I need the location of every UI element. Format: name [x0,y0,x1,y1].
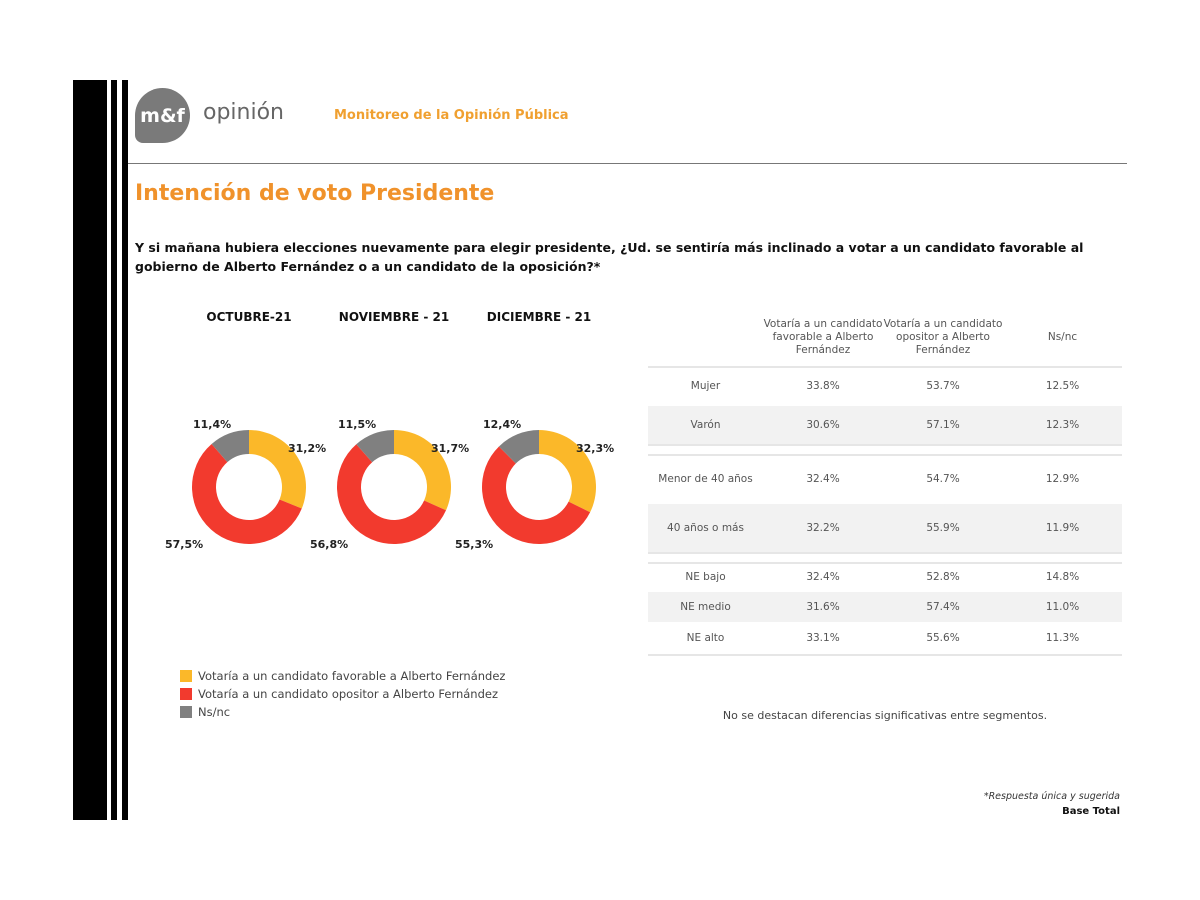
donut-charts: 31,2% 57,5% 11,4% 31,7% 56,8% 11,5% 32,3% 55,3%… [165,418,614,551]
legend-swatch [180,688,192,700]
cell-value: 12.3% [1045,419,1080,431]
data-label: 31,7% [431,442,469,455]
legend-swatch [180,670,192,682]
slice-nsnc [498,430,539,464]
header-subtitle: Monitoreo de la Opinión Pública [334,108,569,123]
divider [128,163,1127,164]
slice-nsnc [356,430,394,463]
table-row: Mujer 33.8% 53.7% 12.5% [648,367,1122,405]
row-separator [648,562,1122,564]
table-note: No se destacan diferencias significativa… [722,709,1048,722]
cell-value: 14.8% [1045,571,1080,583]
slice-favorable [394,430,451,511]
table-row: Varón 30.6% 57.1% 12.3% [648,406,1122,444]
legend-label: Ns/nc [198,705,231,719]
legend-label: Votaría a un candidato opositor a Albert… [198,687,499,701]
row-separator [648,366,1122,368]
slice-opositor [192,443,302,544]
column-header: Ns/nc [1047,331,1078,343]
base-label: Base Total [1062,806,1120,817]
data-label: 56,8% [310,538,348,551]
cell-value: 32.4% [806,473,840,485]
chart-title: NOVIEMBRE - 21 [338,310,450,324]
table-row: NE medio 31.6% 57.4% 11.0% [648,592,1122,622]
slice-favorable [249,430,307,509]
cell-value: 30.6% [806,419,840,431]
page-title: Intención de voto Presidente [135,181,495,206]
cell-value: 53.7% [926,380,960,392]
question-text: Y si mañana hubiera elecciones nuevament… [135,240,1084,274]
legend-label: Votaría a un candidato favorable a Alber… [198,669,506,683]
legend-item: Votaría a un candidato opositor a Albert… [180,687,498,701]
decor-bar [111,80,117,820]
cell-value: 12.5% [1045,380,1080,392]
cell-value: 55.9% [926,522,960,534]
brand-name: opinión [203,100,284,125]
cell-value: 52.8% [926,571,960,583]
cell-value: 11.3% [1045,632,1080,644]
cell-value: 11.0% [1045,601,1080,613]
cell-value: 32.4% [806,571,840,583]
table-row: Menor de 40 años 32.4% 54.7% 12.9% [648,455,1122,503]
table-row: NE bajo 32.4% 52.8% 14.8% [648,562,1122,592]
legend-item: Votaría a un candidato favorable a Alber… [180,669,505,683]
column-header: Votaría a un candidato opositor a Albert… [883,318,1003,356]
row-label: Varón [690,419,721,431]
cell-value: 57.4% [926,601,960,613]
row-label: NE bajo [685,571,726,583]
row-label: Mujer [690,380,721,392]
legend-swatch [180,706,192,718]
table-row: 40 años o más 32.2% 55.9% 11.9% [648,504,1122,552]
slice-favorable [539,430,596,513]
table-row: NE alto 33.1% 55.6% 11.3% [648,623,1122,653]
legend-item: Ns/nc [180,705,230,719]
slice-nsnc [211,430,249,463]
row-label: 40 años o más [667,522,744,534]
row-separator [648,444,1122,446]
row-separator [648,654,1122,656]
cell-value: 54.7% [926,473,960,485]
cell-value: 11.9% [1045,522,1080,534]
row-label: NE alto [686,632,725,644]
column-header: Votaría a un candidato favorable a Alber… [763,318,883,356]
cell-value: 33.8% [806,380,840,392]
chart-title: DICIEMBRE - 21 [486,310,592,324]
footnote: *Respuesta única y sugerida [983,791,1120,802]
row-separator [648,552,1122,554]
data-label: 32,3% [576,442,614,455]
cell-value: 31.6% [806,601,840,613]
row-separator [648,454,1122,456]
cell-value: 12.9% [1045,473,1080,485]
decor-bar [73,80,107,820]
chart-title: OCTUBRE-21 [206,310,292,324]
cell-value: 55.6% [926,632,960,644]
logo: m&f [135,88,190,143]
row-label: Menor de 40 años [658,473,753,485]
data-label: 11,5% [338,418,376,431]
cell-value: 32.2% [806,522,840,534]
data-label: 11,4% [193,418,231,431]
cell-value: 57.1% [926,419,960,431]
slice-opositor [481,446,591,545]
data-label: 31,2% [288,442,326,455]
cell-value: 33.1% [806,632,840,644]
data-label: 57,5% [165,538,203,551]
data-label: 55,3% [455,538,493,551]
data-label: 12,4% [483,418,521,431]
row-label: NE medio [680,601,731,613]
decor-bar [122,80,128,820]
slice-opositor [336,444,447,545]
